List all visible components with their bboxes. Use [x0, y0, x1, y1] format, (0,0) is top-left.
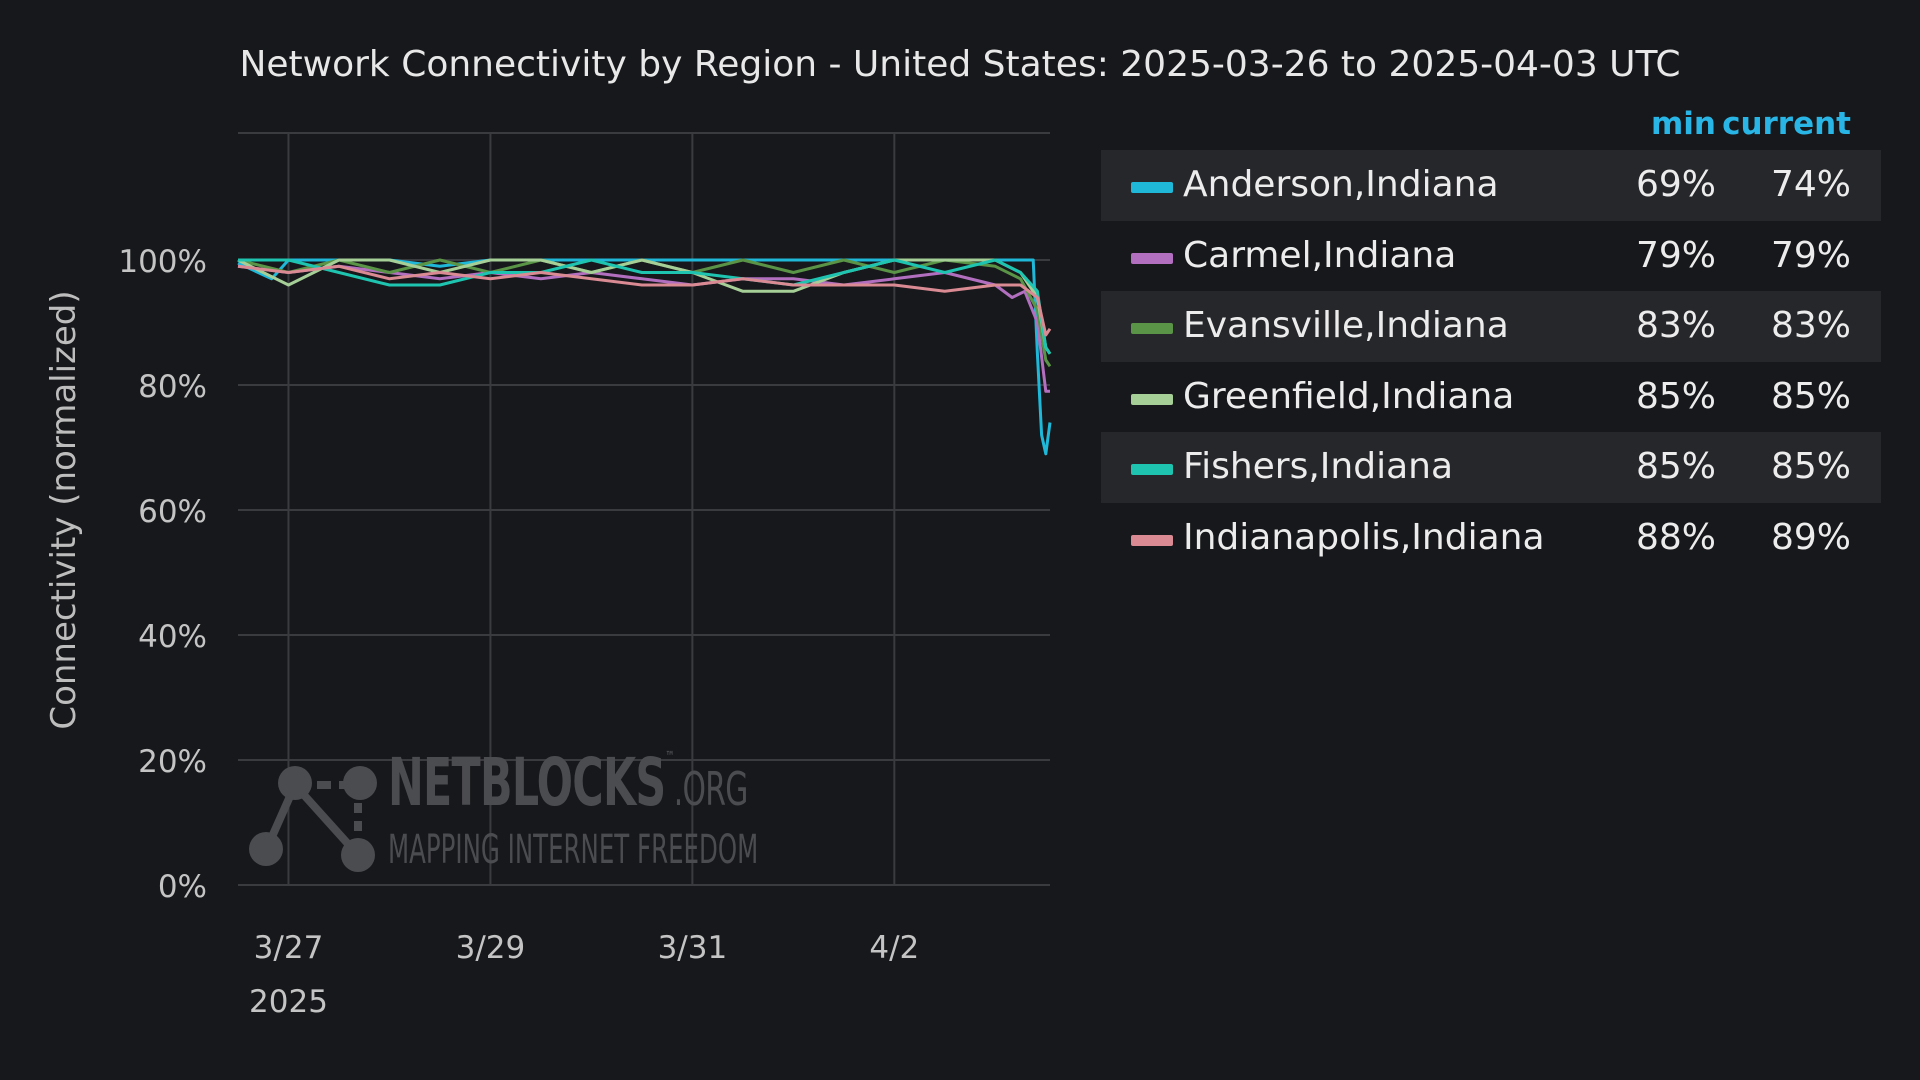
legend-swatch [1131, 393, 1173, 405]
chart-grid [238, 132, 1050, 886]
legend-min-value: 69% [1635, 164, 1716, 205]
legend-header-min[interactable]: min [1651, 106, 1716, 142]
legend-swatch [1131, 464, 1173, 475]
legend-series-name: Carmel,Indiana [1183, 234, 1457, 276]
legend-current-value: 89% [1770, 516, 1851, 558]
y-tick-label: 20% [138, 744, 207, 780]
x-tick-label: 3/31 [658, 930, 728, 966]
legend-current-value: 83% [1770, 305, 1851, 346]
legend-current-value: 85% [1770, 446, 1851, 487]
legend-current-value: 74% [1770, 164, 1851, 205]
legend-header: min current [1101, 106, 1881, 150]
y-tick-label: 80% [138, 369, 207, 405]
series-layer [237, 258, 1052, 456]
x-tick-label: 3/29 [456, 930, 526, 966]
chart-title: Network Connectivity by Region - United … [239, 44, 1681, 85]
legend-row[interactable]: Fishers,Indiana 85% 85% [1101, 432, 1881, 503]
legend-current-value: 79% [1770, 234, 1851, 276]
x-tick-label: 4/2 [869, 930, 919, 966]
series-line-fishers [238, 258, 1052, 355]
series-line-indianapolis [237, 264, 1052, 337]
legend-table: min current Anderson,Indiana 69% 74% Carmel… [1101, 106, 1881, 573]
x-tick-label: 3/27 [254, 930, 324, 966]
legend-min-value: 88% [1635, 516, 1716, 558]
series-line-evansville [237, 258, 1052, 368]
legend-row[interactable]: Greenfield,Indiana 85% 85% [1101, 362, 1881, 433]
legend-min-value: 79% [1635, 234, 1716, 276]
legend-header-current[interactable]: current [1722, 106, 1851, 142]
legend-series-name: Greenfield,Indiana [1183, 375, 1515, 417]
legend-row[interactable]: Evansville,Indiana 83% 83% [1101, 291, 1881, 362]
legend-series-name: Indianapolis,Indiana [1183, 516, 1545, 558]
legend-swatch [1131, 252, 1173, 264]
netblocks-logo-icon [249, 766, 377, 872]
legend-swatch [1131, 182, 1173, 193]
watermark-tld: .ORG [673, 762, 749, 816]
legend-row[interactable]: Indianapolis,Indiana 88% 89% [1101, 503, 1881, 574]
y-tick-label: 100% [118, 244, 207, 280]
legend-series-name: Anderson,Indiana [1183, 164, 1499, 205]
axis-tick-labels: 0% 20% 40% 60% 80% 100% 3/27 2025 3/29 3/31 4/2 [118, 244, 919, 1020]
watermark-tagline: MAPPING INTERNET FREEDOM [388, 827, 759, 873]
legend-row[interactable]: Anderson,Indiana 69% 74% [1101, 150, 1881, 221]
y-tick-label: 0% [158, 869, 207, 905]
legend-swatch [1131, 323, 1173, 334]
legend-min-value: 83% [1635, 305, 1716, 346]
legend-min-value: 85% [1635, 446, 1716, 487]
x-tick-sublabel: 2025 [249, 984, 328, 1020]
y-tick-label: 40% [138, 619, 207, 655]
watermark-text: NETBLOCKS™.ORG MAPPING INTERNET FREEDOM [388, 749, 932, 873]
watermark-brand: NETBLOCKS [388, 744, 666, 821]
legend-current-value: 85% [1770, 375, 1851, 417]
legend-swatch [1131, 534, 1173, 546]
legend-row[interactable]: Carmel,Indiana 79% 79% [1101, 221, 1881, 292]
watermark-tm: ™ [665, 749, 674, 765]
legend-min-value: 85% [1635, 375, 1716, 417]
legend-series-name: Fishers,Indiana [1183, 446, 1454, 487]
legend-series-name: Evansville,Indiana [1183, 305, 1509, 346]
y-tick-label: 60% [138, 494, 207, 530]
